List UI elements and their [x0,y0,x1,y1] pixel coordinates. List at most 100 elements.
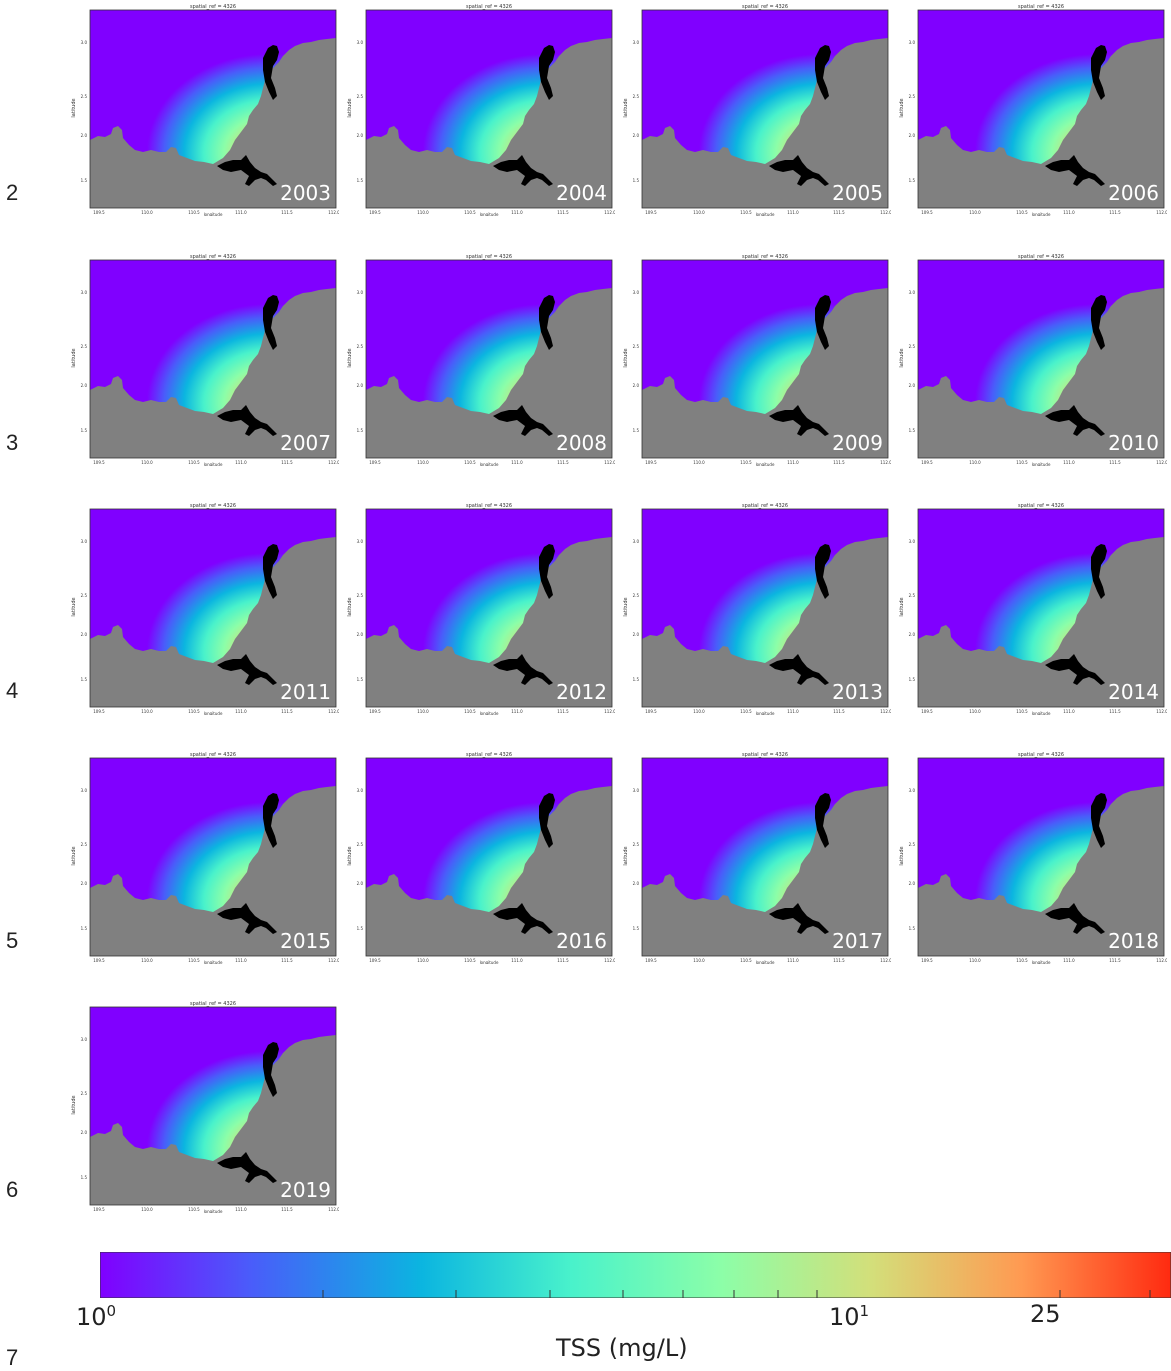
x-tick-label: 111.0 [1063,709,1075,714]
x-tick-label: 110.0 [693,958,705,963]
y-tick-label: 2.5 [909,842,916,847]
x-tick-label: 111.0 [511,460,523,465]
x-tick-label: 111.5 [833,460,845,465]
y-tick-label: 1.5 [909,926,916,931]
x-tick-label: 112.0 [1156,709,1167,714]
x-tick-label: 112.0 [880,958,891,963]
panel-title: spatial_ref = 4326 [1018,4,1064,10]
map-panel: 3.0 2.5 2.0 1.5 latitude 109.5 110.0 110.5 111.0… [63,748,339,964]
x-tick-label: 110.0 [141,958,153,963]
x-tick-label: 111.0 [787,210,799,215]
year-label: 2018 [1108,929,1159,953]
y-tick-label: 3.0 [633,788,640,793]
map-svg: 3.0 2.5 2.0 1.5 latitude 109.5 110.0 110.5 111.0… [71,1001,339,1213]
year-label: 2004 [556,181,607,205]
x-tick-label: 109.5 [645,709,657,714]
x-tick-label: 110.5 [188,210,200,215]
y-axis-label: latitude [347,348,353,367]
y-tick-label: 3.0 [357,40,364,45]
x-axis-label: longitude [1032,711,1051,715]
y-tick-label: 2.0 [909,881,916,886]
line-number: 3 [6,430,19,455]
x-tick-label: 110.5 [740,210,752,215]
y-tick-label: 3.0 [357,290,364,295]
x-tick-label: 110.5 [188,709,200,714]
x-axis-label: longitude [204,212,223,216]
x-tick-label: 111.5 [281,1207,293,1212]
panel-title: spatial_ref = 4326 [742,752,788,758]
y-tick-label: 3.0 [81,539,88,544]
line-number: 5 [6,928,19,953]
x-tick-label: 111.0 [235,958,247,963]
y-axis-label: latitude [71,597,77,616]
x-tick-label: 110.0 [969,460,981,465]
x-tick-label: 110.5 [464,460,476,465]
map-panel: 3.0 2.5 2.0 1.5 latitude 109.5 110.0 110.5 111.0… [615,0,891,216]
x-tick-label: 112.0 [1156,460,1167,465]
x-tick-label: 110.0 [693,210,705,215]
year-label: 2003 [280,181,331,205]
y-tick-label: 2.0 [633,383,640,388]
y-tick-label: 2.0 [357,881,364,886]
panel-title: spatial_ref = 4326 [742,4,788,10]
y-tick-label: 2.0 [909,632,916,637]
y-tick-label: 2.0 [909,383,916,388]
y-tick-label: 1.5 [357,178,364,183]
panel-title: spatial_ref = 4326 [190,503,236,509]
y-axis-label: latitude [71,98,77,117]
x-axis-label: longitude [480,711,499,715]
x-tick-label: 111.5 [557,460,569,465]
y-tick-label: 2.5 [633,593,640,598]
x-axis-label: longitude [756,711,775,715]
map-svg: 3.0 2.5 2.0 1.5 latitude 109.5 110.0 110.5 111.0… [347,4,615,216]
map-svg: 3.0 2.5 2.0 1.5 latitude 109.5 110.0 110.5 111.0… [899,752,1167,964]
year-label: 2012 [556,680,607,704]
x-tick-label: 111.0 [787,958,799,963]
x-tick-label: 110.0 [141,1207,153,1212]
x-tick-label: 110.0 [693,460,705,465]
panel-title: spatial_ref = 4326 [466,503,512,509]
y-tick-label: 2.5 [357,94,364,99]
x-tick-label: 112.0 [604,210,615,215]
x-tick-label: 112.0 [328,460,339,465]
map-svg: 3.0 2.5 2.0 1.5 latitude 109.5 110.0 110.5 111.0… [899,4,1167,216]
y-tick-label: 2.5 [357,842,364,847]
x-tick-label: 111.0 [1063,460,1075,465]
y-tick-label: 1.5 [357,926,364,931]
x-tick-label: 112.0 [880,210,891,215]
y-tick-label: 2.0 [81,1130,88,1135]
map-panel: 3.0 2.5 2.0 1.5 latitude 109.5 110.0 110.5 111.0… [63,499,339,715]
x-tick-label: 111.5 [833,958,845,963]
x-tick-label: 112.0 [328,210,339,215]
x-tick-label: 109.5 [93,709,105,714]
map-svg: 3.0 2.5 2.0 1.5 latitude 109.5 110.0 110.5 111.0… [71,503,339,715]
x-tick-label: 109.5 [921,460,933,465]
x-tick-label: 110.5 [188,1207,200,1212]
x-tick-label: 111.0 [235,460,247,465]
y-axis-label: latitude [623,348,629,367]
x-tick-label: 110.5 [464,210,476,215]
y-tick-label: 3.0 [633,40,640,45]
x-tick-label: 110.0 [969,709,981,714]
x-tick-label: 112.0 [604,460,615,465]
x-tick-label: 112.0 [1156,210,1167,215]
map-svg: 3.0 2.5 2.0 1.5 latitude 109.5 110.0 110.5 111.0… [347,503,615,715]
y-tick-label: 2.5 [81,842,88,847]
y-tick-label: 2.5 [357,593,364,598]
panel-title: spatial_ref = 4326 [190,1001,236,1007]
y-axis-label: latitude [899,348,905,367]
x-tick-label: 111.0 [1063,210,1075,215]
year-label: 2019 [280,1178,331,1202]
x-axis-label: longitude [204,960,223,964]
year-label: 2014 [1108,680,1159,704]
x-axis-label: longitude [1032,462,1051,466]
y-tick-label: 1.5 [81,178,88,183]
x-tick-label: 110.5 [188,958,200,963]
y-tick-label: 3.0 [81,40,88,45]
x-tick-label: 112.0 [604,709,615,714]
map-svg: 3.0 2.5 2.0 1.5 latitude 109.5 110.0 110.5 111.0… [71,4,339,216]
x-tick-label: 111.5 [1109,210,1121,215]
x-tick-label: 110.0 [417,460,429,465]
panel-title: spatial_ref = 4326 [1018,503,1064,509]
x-tick-label: 109.5 [369,460,381,465]
